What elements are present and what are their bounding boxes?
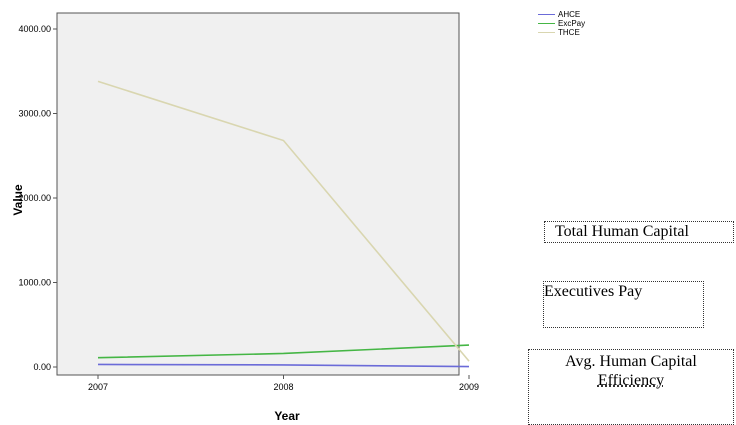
- total-human-capital-text: Total Human Capital: [555, 223, 689, 240]
- x-tick-label: 2007: [88, 382, 108, 392]
- legend-item-excpay: ExcPay: [538, 19, 585, 28]
- plot-area: [56, 12, 460, 376]
- series-line-thce: [97, 80, 470, 362]
- avg-human-capital-line2: Efficiency: [597, 372, 665, 389]
- legend-swatch-excpay: [538, 23, 555, 24]
- legend-item-ahce: AHCE: [538, 10, 585, 19]
- legend-swatch-ahce: [538, 14, 555, 15]
- total-human-capital-note: Total Human Capital: [544, 221, 734, 243]
- series-line-excpay: [97, 344, 470, 359]
- avg-human-capital-line1: Avg. Human Capital: [565, 353, 697, 370]
- y-tick-label: 1000.00: [18, 278, 51, 288]
- legend-label-ahce: AHCE: [558, 10, 581, 19]
- legend-swatch-thce: [538, 32, 555, 33]
- y-tick-label: 4000.00: [18, 24, 51, 34]
- avg-human-capital-note: Avg. Human Capital Efficiency: [528, 349, 734, 425]
- executives-pay-text: Executives Pay: [544, 283, 643, 300]
- legend: AHCE ExcPay THCE: [538, 10, 585, 37]
- y-axis-title: Value: [11, 184, 25, 216]
- legend-label-thce: THCE: [558, 28, 580, 37]
- legend-label-excpay: ExcPay: [558, 19, 586, 28]
- executives-pay-note: Executives Pay: [543, 281, 704, 328]
- series-line-ahce: [97, 363, 470, 368]
- x-axis-title: Year: [274, 409, 300, 423]
- x-tick-label: 2009: [459, 382, 479, 392]
- x-tick-label: 2008: [273, 382, 293, 392]
- y-tick-label: 0.00: [33, 362, 51, 372]
- y-tick-label: 2000.00: [18, 193, 51, 203]
- legend-item-thce: THCE: [538, 28, 585, 37]
- y-tick-label: 3000.00: [18, 109, 51, 119]
